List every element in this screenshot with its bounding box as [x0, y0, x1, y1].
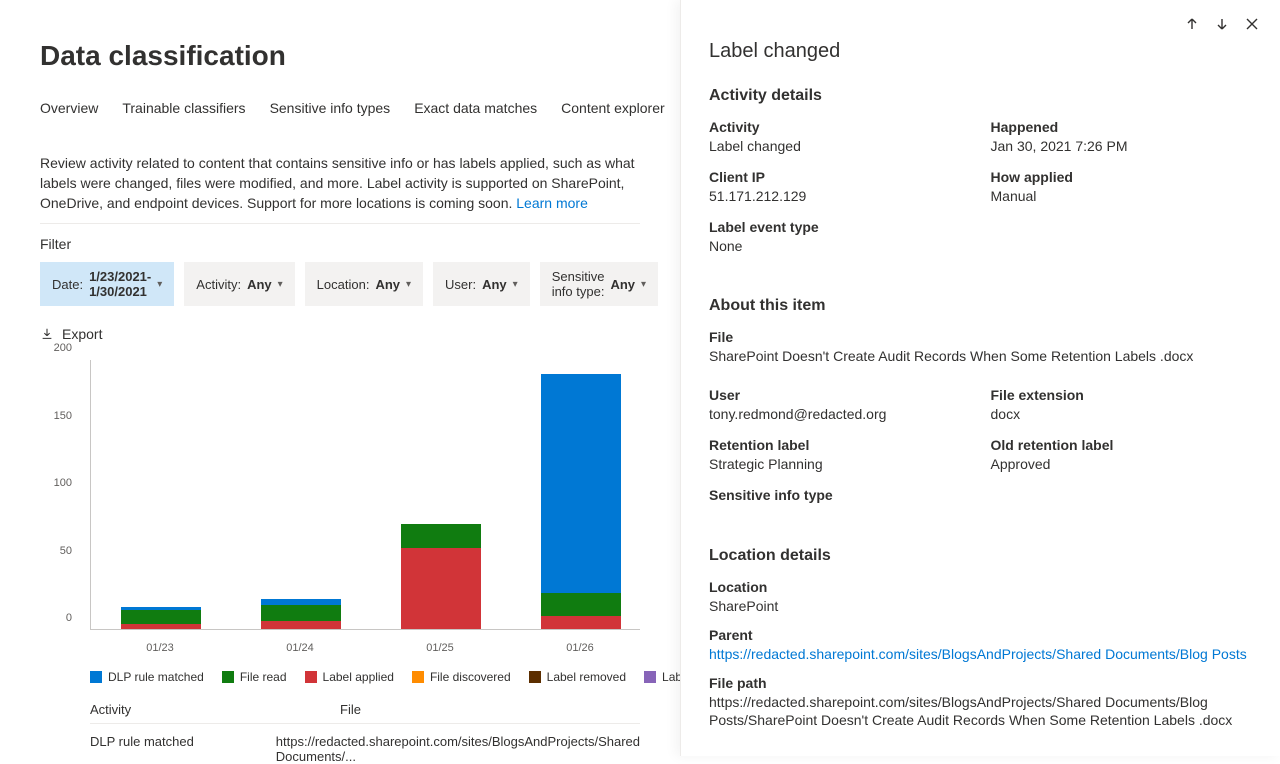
activity-details: Activity Label changed Happened Jan 30, 202…: [709, 119, 1252, 255]
file-value: SharePoint Doesn't Create Audit Records …: [709, 347, 1252, 365]
field-label: Location: [709, 579, 1252, 595]
legend-item: Label applied: [305, 670, 394, 684]
field-label: Parent: [709, 627, 1252, 643]
field-value: Manual: [991, 187, 1253, 205]
y-tick: 0: [66, 612, 72, 624]
y-tick: 100: [54, 477, 72, 489]
field-label: File extension: [991, 387, 1253, 403]
location-details: Location SharePoint Parent https://redacted…: [709, 579, 1252, 729]
field-value: SharePoint: [709, 597, 1252, 615]
legend-item: DLP rule matched: [90, 670, 204, 684]
column-header: Activity: [90, 702, 340, 717]
bar-segment: [541, 374, 621, 593]
bar-group: [541, 374, 621, 629]
tab-sensitive-info-types[interactable]: Sensitive info types: [270, 100, 391, 122]
bar-segment: [541, 616, 621, 630]
filter-label: Filter: [40, 236, 640, 252]
main-content: Data classification Overview Trainable cl…: [0, 0, 680, 764]
field-label: Old retention label: [991, 437, 1253, 453]
field-label: How applied: [991, 169, 1253, 185]
prev-icon[interactable]: [1184, 16, 1200, 32]
about-details: User tony.redmond@redacted.org File extens…: [709, 387, 1252, 505]
legend-item: Label removed: [529, 670, 626, 684]
plot-area: [90, 360, 640, 630]
field-value: Label changed: [709, 137, 971, 155]
field-label: Sensitive info type: [709, 487, 1252, 503]
export-button[interactable]: Export: [40, 326, 640, 342]
legend-item: File read: [222, 670, 287, 684]
field-label: Retention label: [709, 437, 971, 453]
field-value: Approved: [991, 455, 1253, 473]
table-headers: ActivityFile: [90, 702, 640, 724]
y-tick: 150: [54, 410, 72, 422]
description: Review activity related to content that …: [40, 153, 640, 224]
legend-item: File discovered: [412, 670, 511, 684]
tab-exact-data-matches[interactable]: Exact data matches: [414, 100, 537, 122]
bar-segment: [541, 593, 621, 616]
field-label: Activity: [709, 119, 971, 135]
field-value: None: [709, 237, 1252, 255]
file-label: File: [709, 329, 1252, 345]
field-value: tony.redmond@redacted.org: [709, 405, 971, 423]
x-label: 01/25: [426, 642, 454, 654]
x-axis: 01/23 01/24 01/25 01/26: [90, 636, 640, 660]
y-tick: 200: [54, 342, 72, 354]
details-panel: Label changed Activity details Activity L…: [680, 0, 1280, 756]
learn-more-link[interactable]: Learn more: [516, 195, 588, 211]
filter-user[interactable]: User: Any ▾: [433, 262, 530, 306]
bar-segment: [261, 605, 341, 621]
cell: DLP rule matched: [90, 734, 276, 764]
bar-segment: [261, 621, 341, 629]
next-icon[interactable]: [1214, 16, 1230, 32]
column-header: File: [340, 702, 361, 717]
x-label: 01/23: [146, 642, 174, 654]
field-label: Happened: [991, 119, 1253, 135]
page-title: Data classification: [40, 40, 640, 72]
cell: https://redacted.sharepoint.com/sites/Bl…: [276, 734, 640, 764]
export-label: Export: [62, 326, 102, 342]
bar-segment: [121, 610, 201, 624]
field-value: docx: [991, 405, 1253, 423]
about-item-title: About this item: [709, 297, 1252, 315]
filter-row: Date: 1/23/2021-1/30/2021 ▾Activity: Any…: [40, 262, 640, 306]
bar-group: [261, 599, 341, 629]
filter-location[interactable]: Location: Any ▾: [305, 262, 423, 306]
field-label: User: [709, 387, 971, 403]
bar-segment: [121, 624, 201, 629]
field-label: Label event type: [709, 219, 1252, 235]
tab-overview[interactable]: Overview: [40, 100, 98, 122]
field-value: Strategic Planning: [709, 455, 971, 473]
x-label: 01/24: [286, 642, 314, 654]
bar-segment: [401, 524, 481, 548]
bar-segment: [401, 548, 481, 629]
field-label: File path: [709, 675, 1252, 691]
field-value: 51.171.212.129: [709, 187, 971, 205]
tab-trainable-classifiers[interactable]: Trainable classifiers: [122, 100, 245, 122]
chart-legend: DLP rule matched File read Label applied Fi…: [90, 670, 640, 684]
about-file: File SharePoint Doesn't Create Audit Rec…: [709, 329, 1252, 365]
y-tick: 50: [60, 545, 72, 557]
filter-sensitive-info-type[interactable]: Sensitive info type: Any ▾: [540, 262, 658, 306]
field-value: Jan 30, 2021 7:26 PM: [991, 137, 1253, 155]
close-icon[interactable]: [1244, 16, 1260, 32]
y-axis: 050100150200: [40, 360, 80, 630]
field-value[interactable]: https://redacted.sharepoint.com/sites/Bl…: [709, 645, 1252, 663]
bar-group: [401, 524, 481, 629]
download-icon: [40, 327, 54, 341]
table-row[interactable]: DLP rule matchedhttps://redacted.sharepo…: [90, 734, 640, 764]
filter-date[interactable]: Date: 1/23/2021-1/30/2021 ▾: [40, 262, 174, 306]
bar-group: [121, 607, 201, 629]
field-label: Client IP: [709, 169, 971, 185]
location-details-title: Location details: [709, 547, 1252, 565]
tabs: Overview Trainable classifiers Sensitive i…: [40, 100, 640, 123]
activity-chart: 050100150200 01/2301/2401/2501/26: [40, 360, 640, 660]
tab-content-explorer[interactable]: Content explorer: [561, 100, 665, 122]
panel-title: Label changed: [709, 40, 1252, 63]
field-value: https://redacted.sharepoint.com/sites/Bl…: [709, 693, 1252, 729]
activity-details-title: Activity details: [709, 87, 1252, 105]
filter-activity[interactable]: Activity: Any ▾: [184, 262, 294, 306]
x-label: 01/26: [566, 642, 594, 654]
